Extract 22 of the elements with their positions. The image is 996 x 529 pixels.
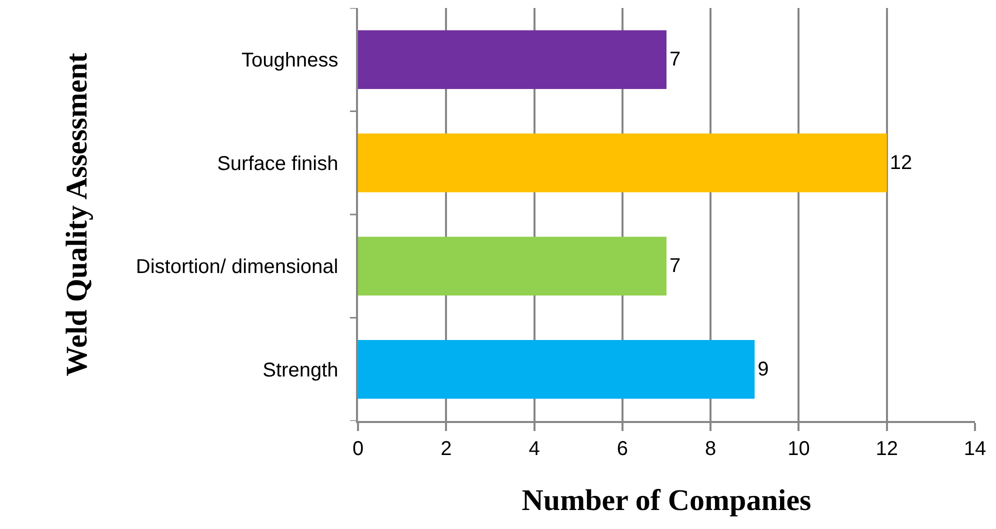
x-tick-label: 12 bbox=[876, 438, 898, 460]
x-tick-label: 10 bbox=[788, 438, 810, 460]
bar bbox=[358, 133, 887, 192]
y-tick-label: Distortion/ dimensional bbox=[136, 256, 338, 278]
bar bbox=[358, 340, 755, 399]
x-tick-label: 2 bbox=[440, 438, 452, 460]
x-tick-label: 4 bbox=[528, 438, 540, 460]
x-tick-label: 0 bbox=[352, 438, 364, 460]
x-axis-title: Number of Companies bbox=[522, 484, 812, 517]
y-tick-label: Toughness bbox=[242, 50, 338, 72]
y-axis-title: Weld Quality Assessment bbox=[60, 52, 94, 376]
x-tick-label: 8 bbox=[705, 438, 716, 460]
data-label: 7 bbox=[670, 48, 681, 71]
data-label: 7 bbox=[670, 255, 681, 278]
x-tick-label: 14 bbox=[964, 438, 986, 460]
x-tick-label: 6 bbox=[616, 438, 628, 460]
bar bbox=[358, 30, 666, 90]
bar bbox=[358, 236, 666, 296]
data-label: 9 bbox=[758, 358, 769, 380]
y-tick-label: Strength bbox=[262, 359, 338, 382]
data-label: 12 bbox=[890, 152, 912, 174]
y-tick-label: Surface finish bbox=[217, 152, 338, 175]
